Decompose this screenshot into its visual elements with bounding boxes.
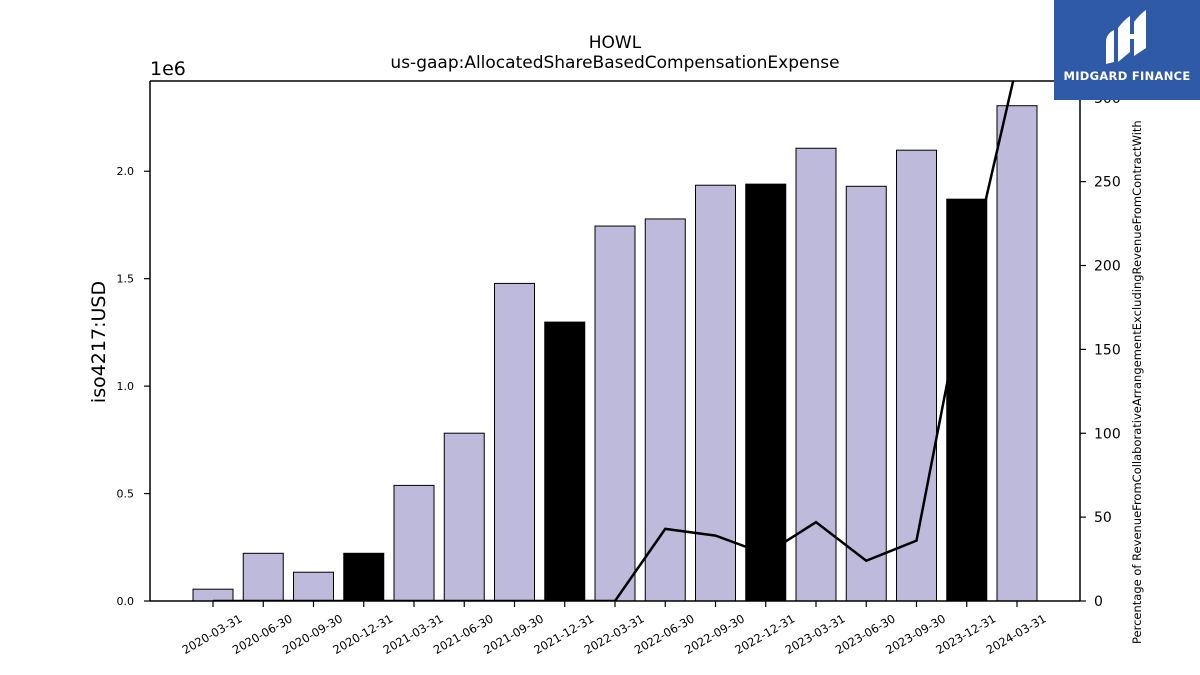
bar-2021-03-31 (393, 484, 435, 602)
logo-text: MIDGARD FINANCE (1063, 69, 1191, 83)
y2-tick-label: 50 (1094, 510, 1112, 526)
bar-2023-12-31 (946, 198, 988, 602)
bar-2022-06-30 (644, 218, 686, 602)
y2-tick-label: 100 (1094, 426, 1121, 442)
chart-title: HOWL (589, 33, 642, 53)
y2-tick-label: 0 (1094, 594, 1103, 610)
y2-tick-label: 150 (1094, 342, 1121, 358)
y2-axis-label: Percentage of RevenueFromCollaborativeAr… (1130, 120, 1144, 644)
bar-2023-06-30 (845, 185, 887, 602)
bar-2020-06-30 (242, 552, 284, 602)
bar-2022-09-30 (695, 184, 736, 602)
line-series-percentage (213, 81, 1015, 601)
bar-2023-09-30 (896, 149, 937, 602)
y-offset-label: 1e6 (150, 58, 186, 80)
bar-2023-03-31 (795, 147, 837, 602)
bar-2020-03-31 (192, 588, 234, 602)
y-tick-label: 1.5 (117, 273, 135, 286)
bar-2022-03-31 (594, 225, 636, 602)
y-tick-label: 1.0 (117, 380, 135, 393)
bar-2024-03-31 (996, 105, 1038, 602)
y-tick-label: 0.5 (117, 488, 135, 501)
y2-tick-label: 250 (1094, 175, 1121, 191)
chart-subtitle: us-gaap:AllocatedShareBasedCompensationE… (390, 53, 839, 73)
bar-2021-09-30 (494, 282, 535, 602)
midgard-finance-logo: MIDGARD FINANCE (1054, 0, 1200, 100)
bar-2021-12-31 (544, 321, 586, 602)
y-axis-label: iso4217:USD (88, 281, 110, 403)
bar-2020-09-30 (293, 571, 334, 602)
logo-mark-icon (1106, 10, 1146, 64)
bar-2022-12-31 (745, 183, 787, 602)
y2-tick-label: 200 (1094, 259, 1121, 275)
bar-2021-06-30 (443, 432, 485, 602)
y-tick-label: 0.0 (117, 595, 135, 608)
y-tick-label: 2.0 (117, 165, 135, 178)
bar-2020-12-31 (343, 552, 385, 602)
